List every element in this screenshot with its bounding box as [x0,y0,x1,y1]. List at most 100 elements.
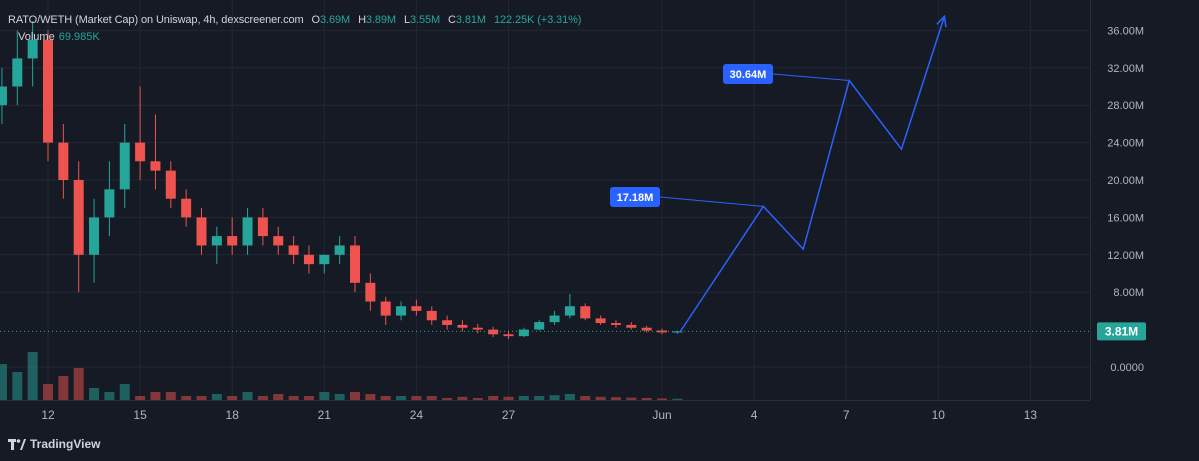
volume-bar [518,396,529,400]
x-tick-label: 10 [932,408,946,422]
x-tick-label: 12 [41,408,55,422]
candle-body [641,327,652,331]
high-value: 3.89M [365,14,396,26]
x-tick-label: 24 [410,408,424,422]
candle-body [488,329,499,335]
close-label: C [448,14,456,26]
candle-body [73,180,84,255]
chart-title: RATO/WETH (Market Cap) on Uniswap, 4h, d… [8,14,304,26]
candle-body [534,322,545,330]
volume-bar [135,396,146,400]
candle-body [135,142,146,162]
volume-bar [549,395,560,400]
volume-bar [165,392,176,400]
x-axis-ticks: 12 15 18 21 24 27 Jun 4 7 10 13 [41,408,1037,422]
volume-bar [12,372,23,400]
candle-body [27,39,38,59]
volume-bar [150,392,161,400]
x-tick-label: 21 [318,408,332,422]
candle-body [181,198,192,218]
y-axis-ticks: 36.00M 32.00M 28.00M 24.00M 20.00M 16.00M 12.0… [1107,25,1144,374]
candle-body [657,330,667,333]
candle-body [580,306,591,319]
x-tick-label: 7 [843,408,850,422]
open-value: 3.69M [320,14,351,26]
candle-body [350,245,360,283]
last-price-label: 3.81M [1097,322,1146,341]
y-tick-label: 20.00M [1107,175,1144,187]
volume-bar [488,396,499,400]
open-label: O [311,14,321,26]
candle-body [119,142,130,190]
candle-body [380,301,391,316]
candle-body [43,39,53,143]
x-tick-label: 4 [751,408,758,422]
callouts: 17.18M 30.64M [610,64,850,207]
volume-bar [610,397,621,400]
candle-body [503,334,514,337]
candle-body [411,306,422,311]
tradingview-logo[interactable]: TradingView [8,437,100,451]
volume-bar [534,396,545,400]
candle-body [0,86,7,106]
volume-bar [365,394,376,400]
volume-bar [242,392,253,400]
last-price-box [1097,322,1146,341]
volume-bar [457,396,468,400]
callout-box [610,187,660,207]
candle-body [257,217,268,237]
candle-body [242,217,253,246]
callout-label: 17.18M [617,192,654,204]
y-tick-label: 32.00M [1107,63,1144,75]
candle-body [303,254,314,265]
y-tick-label: 12.00M [1107,250,1144,262]
candle-body [564,306,575,316]
volume-bar [442,398,453,400]
volume-label: Volume [18,31,55,43]
candle-body [196,217,207,246]
candle-body [549,315,560,323]
volume-bar [43,384,53,400]
callout-label: 30.64M [730,69,767,81]
volume-bar [472,398,483,400]
volume-bar [196,396,207,400]
volume-bar [89,388,100,400]
candle-body [595,318,606,324]
volume-bar [27,352,38,400]
volume-bar [580,396,591,400]
candle-body [610,323,621,325]
projection-arrowhead [936,14,947,28]
candle-body [518,329,529,337]
x-tick-label: 18 [226,408,240,422]
candle-body [227,236,238,246]
volume-bar [411,396,422,400]
y-tick-label: 0.0000 [1110,362,1144,374]
callout-box [723,64,773,84]
volume-legend: Volume 69.985K [18,31,100,43]
candle-body [426,310,437,321]
y-tick-label: 16.00M [1107,212,1144,224]
volume-bar [288,396,299,400]
volume-bar [334,394,345,400]
volume-bar [319,392,330,400]
candle-body [12,58,23,87]
candles [0,21,683,339]
candle-body [104,189,115,218]
y-tick-label: 36.00M [1107,25,1144,37]
volume-bar [73,368,84,400]
y-tick-label: 28.00M [1107,100,1144,112]
candle-body [672,331,683,333]
volume-bar [303,396,314,400]
volume-bar [657,398,667,400]
projection-line [679,16,946,332]
volume-bar [211,394,222,400]
y-tick-label: 24.00M [1107,138,1144,150]
volume-bar [181,396,192,400]
tradingview-wordmark: TradingView [30,437,101,451]
candle-body [58,142,69,180]
candle-body [457,324,468,328]
volume-value: 69.985K [58,31,100,43]
volume-bar [350,392,360,400]
low-value: 3.55M [410,14,441,26]
